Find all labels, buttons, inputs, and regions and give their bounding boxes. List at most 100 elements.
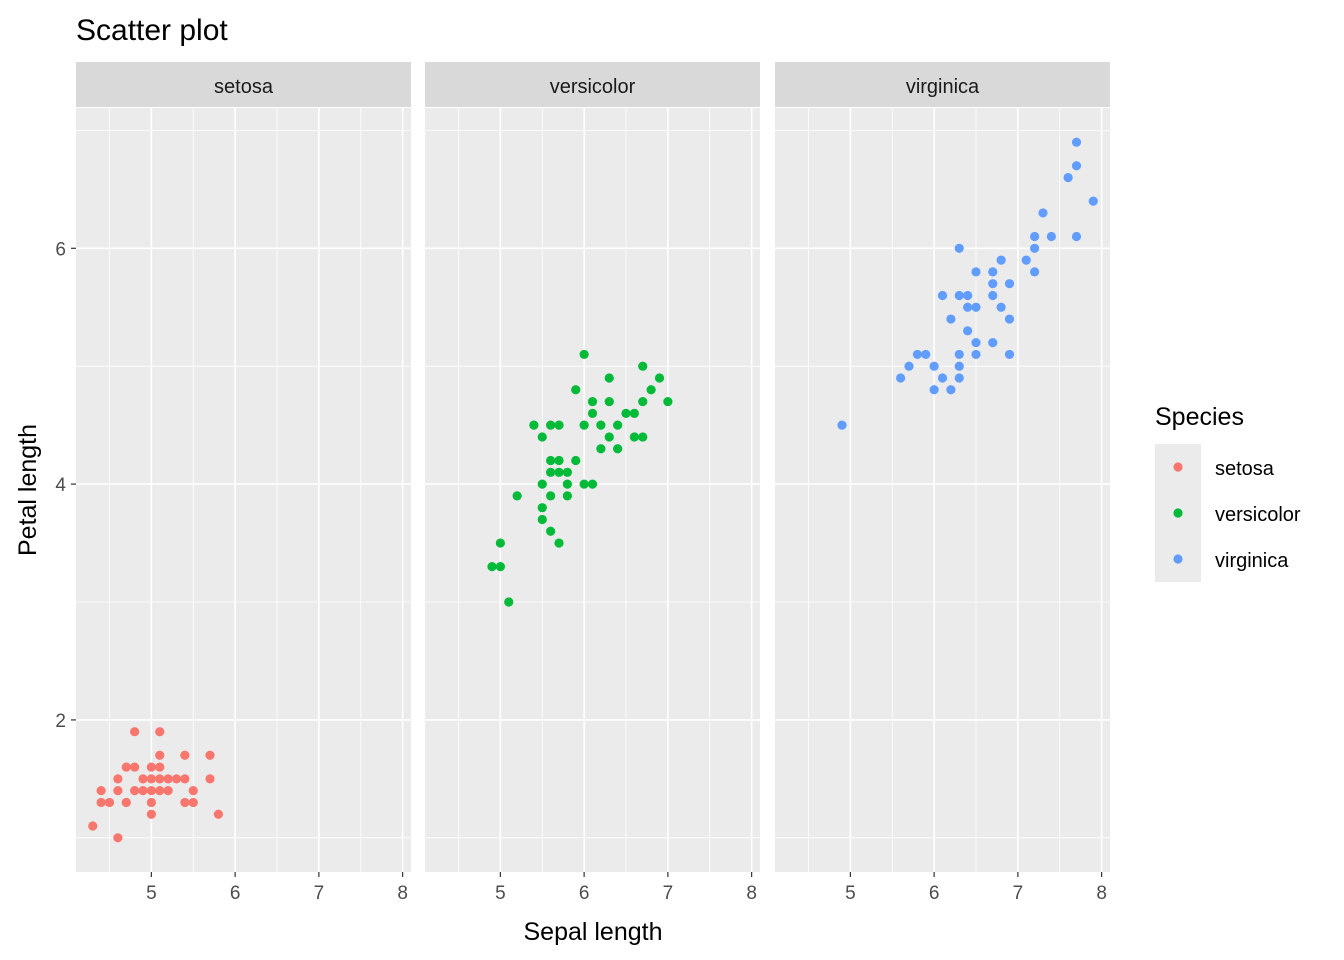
data-point-virginica	[971, 338, 981, 348]
data-point-virginica	[954, 349, 964, 360]
data-point-versicolor	[487, 562, 497, 572]
data-point-versicolor	[587, 408, 598, 418]
data-point-setosa	[96, 797, 106, 808]
data-point-versicolor	[621, 408, 631, 418]
chart-title: Scatter plot	[76, 14, 228, 47]
data-point-virginica	[1071, 231, 1082, 242]
facet-panel-virginica: virginica 5 6 7 8	[775, 62, 1110, 904]
data-point-versicolor	[571, 385, 581, 395]
data-point-versicolor	[646, 385, 656, 395]
data-point-versicolor	[638, 396, 648, 407]
data-point-versicolor	[596, 444, 606, 454]
data-point-setosa	[146, 762, 156, 772]
data-point-versicolor	[495, 562, 505, 572]
data-point-setosa	[146, 809, 156, 819]
data-point-versicolor	[638, 432, 648, 442]
data-point-setosa	[113, 786, 123, 796]
x-tick-label: 5	[845, 883, 856, 904]
x-axis-title: Sepal length	[523, 918, 662, 946]
data-point-setosa	[130, 786, 140, 796]
facet-panels: setosa 5 6 7 8 versicolor 5 6 7 8 virginica 5 6 7 8	[76, 62, 1110, 904]
data-point-versicolor	[579, 349, 589, 360]
data-point-virginica	[937, 290, 948, 301]
data-point-virginica	[904, 361, 914, 371]
data-point-virginica	[954, 361, 964, 371]
data-point-virginica	[1004, 349, 1015, 360]
data-point-setosa	[88, 821, 98, 831]
facet-strip	[775, 62, 1110, 107]
data-point-versicolor	[504, 597, 514, 607]
data-point-virginica	[1071, 161, 1082, 171]
data-point-versicolor	[579, 420, 589, 430]
data-point-setosa	[113, 833, 123, 843]
data-point-versicolor	[537, 432, 547, 442]
data-point-versicolor	[562, 491, 572, 501]
data-point-setosa	[155, 786, 165, 796]
data-point-virginica	[988, 290, 998, 301]
data-point-virginica	[1030, 243, 1040, 253]
data-point-setosa	[104, 797, 115, 808]
data-point-virginica	[996, 255, 1006, 265]
x-tick-label: 5	[146, 883, 157, 904]
legend-title: Species	[1155, 403, 1244, 431]
data-point-versicolor	[562, 479, 572, 489]
data-point-virginica	[988, 279, 998, 289]
data-point-versicolor	[529, 420, 539, 430]
data-point-versicolor	[495, 538, 505, 548]
data-point-virginica	[971, 349, 981, 360]
data-point-setosa	[180, 750, 190, 760]
y-tick-label: 4	[55, 475, 66, 496]
data-point-virginica	[837, 420, 847, 430]
data-point-versicolor	[571, 455, 581, 466]
data-point-versicolor	[546, 420, 556, 430]
x-tick-label: 6	[230, 883, 241, 904]
x-tick-label: 7	[663, 883, 674, 904]
data-point-setosa	[121, 762, 131, 772]
data-point-setosa	[130, 762, 140, 772]
data-point-virginica	[1030, 267, 1040, 277]
data-point-versicolor	[587, 479, 598, 489]
x-tick-label: 7	[314, 883, 325, 904]
data-point-virginica	[954, 290, 964, 301]
data-point-virginica	[963, 290, 973, 301]
data-point-virginica	[929, 385, 939, 395]
data-point-versicolor	[546, 491, 556, 501]
data-point-versicolor	[604, 396, 614, 407]
facet-strip	[425, 62, 760, 107]
data-point-versicolor	[554, 420, 564, 430]
data-point-setosa	[163, 786, 173, 796]
legend-key-setosa	[1173, 462, 1183, 472]
data-point-setosa	[113, 774, 123, 784]
data-point-versicolor	[629, 432, 639, 442]
data-point-virginica	[971, 302, 981, 312]
data-point-versicolor	[546, 467, 556, 477]
data-point-versicolor	[638, 361, 648, 371]
data-point-versicolor	[604, 373, 614, 383]
data-point-versicolor	[562, 467, 572, 477]
data-point-setosa	[163, 774, 173, 784]
data-point-virginica	[929, 361, 939, 371]
data-point-virginica	[1004, 314, 1015, 324]
data-point-virginica	[1038, 208, 1048, 218]
facet-panel-setosa: setosa 5 6 7 8	[76, 62, 411, 904]
legend-label: setosa	[1215, 458, 1275, 480]
data-point-virginica	[1030, 231, 1040, 242]
x-tick-label: 6	[579, 883, 590, 904]
data-point-setosa	[188, 786, 198, 796]
x-tick-label: 7	[1013, 883, 1024, 904]
data-point-virginica	[921, 349, 931, 360]
data-point-setosa	[171, 774, 182, 784]
data-point-setosa	[121, 797, 131, 808]
data-point-setosa	[205, 750, 215, 760]
data-point-setosa	[146, 797, 156, 808]
data-point-versicolor	[604, 432, 614, 442]
y-axis-title: Petal length	[14, 424, 42, 556]
legend-key-virginica	[1173, 554, 1183, 564]
data-point-versicolor	[596, 420, 606, 430]
data-point-virginica	[912, 349, 922, 360]
legend-key-versicolor	[1173, 508, 1183, 518]
data-point-versicolor	[554, 467, 564, 477]
data-point-versicolor	[613, 420, 623, 430]
data-point-versicolor	[579, 479, 589, 489]
